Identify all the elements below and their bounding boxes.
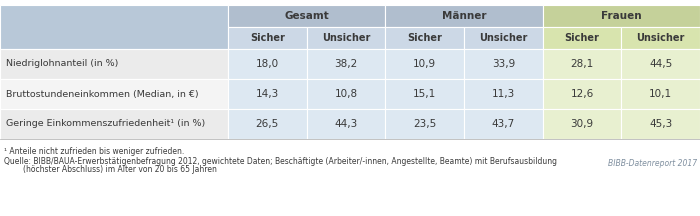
- Bar: [228, 5, 385, 27]
- Bar: [622, 109, 700, 139]
- Text: 33,9: 33,9: [491, 59, 515, 69]
- Text: Gesamt: Gesamt: [284, 11, 329, 21]
- Text: (höchster Abschluss) im Alter von 20 bis 65 Jahren: (höchster Abschluss) im Alter von 20 bis…: [4, 165, 217, 175]
- Text: 12,6: 12,6: [570, 89, 594, 99]
- Text: 10,9: 10,9: [413, 59, 436, 69]
- Text: Sicher: Sicher: [407, 33, 442, 43]
- Text: ¹ Anteile nicht zufrieden bis weniger zufrieden.: ¹ Anteile nicht zufrieden bis weniger zu…: [4, 148, 184, 157]
- Bar: [464, 109, 542, 139]
- Bar: [0, 79, 228, 109]
- Bar: [307, 109, 385, 139]
- Text: 11,3: 11,3: [491, 89, 515, 99]
- Text: Geringe Einkommenszufriedenheit¹ (in %): Geringe Einkommenszufriedenheit¹ (in %): [6, 119, 205, 129]
- Bar: [385, 27, 464, 49]
- Text: 10,8: 10,8: [335, 89, 358, 99]
- Text: Quelle: BIBB/BAUA-Erwerbstätigenbefragung 2012, gewichtete Daten; Beschäftigte (: Quelle: BIBB/BAUA-Erwerbstätigenbefragun…: [4, 157, 557, 165]
- Text: Bruttostundeneinkommen (Median, in €): Bruttostundeneinkommen (Median, in €): [6, 89, 199, 98]
- Bar: [228, 49, 307, 79]
- Bar: [0, 5, 228, 49]
- Text: Frauen: Frauen: [601, 11, 642, 21]
- Bar: [464, 49, 542, 79]
- Text: 14,3: 14,3: [256, 89, 279, 99]
- Bar: [622, 27, 700, 49]
- Bar: [0, 109, 228, 139]
- Text: 15,1: 15,1: [413, 89, 436, 99]
- Bar: [385, 109, 464, 139]
- Text: Männer: Männer: [442, 11, 486, 21]
- Text: Unsicher: Unsicher: [322, 33, 370, 43]
- Text: 38,2: 38,2: [335, 59, 358, 69]
- Text: Sicher: Sicher: [565, 33, 599, 43]
- Text: Sicher: Sicher: [250, 33, 285, 43]
- Text: 28,1: 28,1: [570, 59, 594, 69]
- Text: 45,3: 45,3: [649, 119, 672, 129]
- Bar: [542, 79, 622, 109]
- Text: Unsicher: Unsicher: [636, 33, 685, 43]
- Bar: [385, 49, 464, 79]
- Text: 26,5: 26,5: [256, 119, 279, 129]
- Text: 18,0: 18,0: [256, 59, 279, 69]
- Bar: [542, 27, 622, 49]
- Text: 10,1: 10,1: [649, 89, 672, 99]
- Text: 23,5: 23,5: [413, 119, 436, 129]
- Bar: [542, 109, 622, 139]
- Bar: [307, 79, 385, 109]
- Text: 30,9: 30,9: [570, 119, 594, 129]
- Text: 44,3: 44,3: [335, 119, 358, 129]
- Text: Unsicher: Unsicher: [479, 33, 528, 43]
- Bar: [385, 5, 542, 27]
- Bar: [464, 79, 542, 109]
- Bar: [385, 79, 464, 109]
- Text: Niedriglohnanteil (in %): Niedriglohnanteil (in %): [6, 59, 118, 68]
- Bar: [542, 49, 622, 79]
- Bar: [228, 27, 307, 49]
- Text: 43,7: 43,7: [491, 119, 515, 129]
- Bar: [622, 79, 700, 109]
- Bar: [464, 27, 542, 49]
- Bar: [622, 49, 700, 79]
- Text: 44,5: 44,5: [649, 59, 672, 69]
- Text: BIBB-Datenreport 2017: BIBB-Datenreport 2017: [608, 159, 697, 167]
- Bar: [228, 79, 307, 109]
- Bar: [307, 49, 385, 79]
- Bar: [228, 109, 307, 139]
- Bar: [307, 27, 385, 49]
- Bar: [0, 49, 228, 79]
- Bar: [542, 5, 700, 27]
